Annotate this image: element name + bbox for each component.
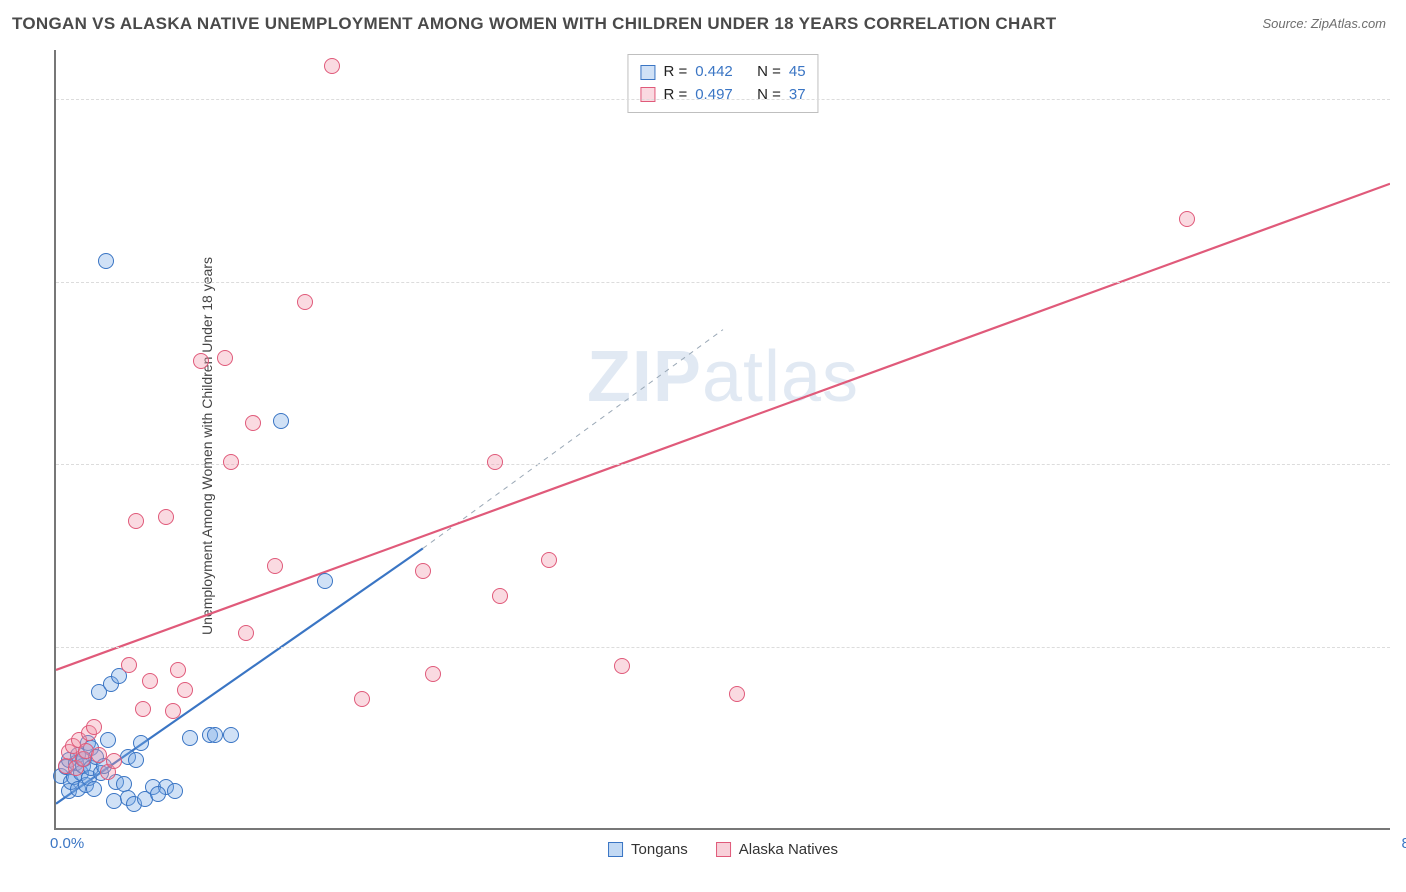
data-point: [121, 657, 137, 673]
gridline: [56, 282, 1390, 283]
series-swatch: [640, 87, 655, 102]
data-point: [223, 727, 239, 743]
data-point: [415, 563, 431, 579]
x-tick-label: 0.0%: [50, 835, 84, 852]
data-point: [614, 658, 630, 674]
data-point: [487, 454, 503, 470]
series-legend: Tongans Alaska Natives: [608, 841, 838, 858]
data-point: [142, 673, 158, 689]
data-point: [354, 691, 370, 707]
n-value: 37: [789, 84, 806, 107]
chart-container: TONGAN VS ALASKA NATIVE UNEMPLOYMENT AMO…: [0, 0, 1406, 892]
data-point: [158, 509, 174, 525]
n-label: N =: [757, 84, 781, 107]
data-point: [135, 701, 151, 717]
data-point: [324, 58, 340, 74]
legend-label: Alaska Natives: [739, 841, 838, 858]
gridline: [56, 99, 1390, 100]
data-point: [150, 786, 166, 802]
stats-row: R = 0.442 N = 45: [640, 61, 805, 84]
n-label: N =: [757, 61, 781, 84]
data-point: [98, 253, 114, 269]
data-point: [207, 727, 223, 743]
x-tick-label: 80.0%: [1401, 835, 1406, 852]
data-point: [729, 686, 745, 702]
series-swatch: [640, 65, 655, 80]
trend-lines: [56, 50, 1390, 828]
data-point: [267, 558, 283, 574]
data-point: [177, 682, 193, 698]
data-point: [128, 752, 144, 768]
data-point: [223, 454, 239, 470]
y-tick-label: 30.0%: [1396, 456, 1406, 473]
data-point: [492, 588, 508, 604]
y-tick-label: 60.0%: [1396, 90, 1406, 107]
gridline: [56, 647, 1390, 648]
data-point: [245, 415, 261, 431]
data-point: [106, 753, 122, 769]
source-attribution: Source: ZipAtlas.com: [1262, 16, 1386, 31]
data-point: [170, 662, 186, 678]
data-point: [193, 353, 209, 369]
data-point: [128, 513, 144, 529]
data-point: [86, 719, 102, 735]
data-point: [541, 552, 557, 568]
legend-label: Tongans: [631, 841, 688, 858]
data-point: [91, 747, 107, 763]
data-point: [165, 703, 181, 719]
legend-swatch: [608, 842, 623, 857]
data-point: [217, 350, 233, 366]
n-value: 45: [789, 61, 806, 84]
data-point: [297, 294, 313, 310]
data-point: [273, 413, 289, 429]
y-tick-label: 15.0%: [1396, 639, 1406, 656]
data-point: [133, 735, 149, 751]
r-value: 0.442: [695, 61, 733, 84]
data-point: [238, 625, 254, 641]
y-tick-label: 45.0%: [1396, 273, 1406, 290]
r-label: R =: [663, 84, 687, 107]
correlation-stats-box: R = 0.442 N = 45R = 0.497 N = 37: [627, 54, 818, 113]
legend-item: Alaska Natives: [716, 841, 838, 858]
stats-row: R = 0.497 N = 37: [640, 84, 805, 107]
data-point: [167, 783, 183, 799]
data-point: [1179, 211, 1195, 227]
legend-swatch: [716, 842, 731, 857]
data-point: [86, 781, 102, 797]
data-point: [425, 666, 441, 682]
data-point: [317, 573, 333, 589]
chart-title: TONGAN VS ALASKA NATIVE UNEMPLOYMENT AMO…: [12, 14, 1056, 34]
legend-item: Tongans: [608, 841, 688, 858]
r-label: R =: [663, 61, 687, 84]
data-point: [100, 732, 116, 748]
watermark: ZIPatlas: [587, 336, 859, 418]
plot-area: ZIPatlas R = 0.442 N = 45R = 0.497 N = 3…: [54, 50, 1390, 830]
r-value: 0.497: [695, 84, 733, 107]
gridline: [56, 464, 1390, 465]
data-point: [182, 730, 198, 746]
